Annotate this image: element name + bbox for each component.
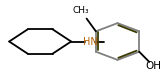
Text: CH₃: CH₃ (72, 6, 89, 15)
Text: OH: OH (145, 61, 161, 71)
Text: HN: HN (83, 36, 98, 47)
